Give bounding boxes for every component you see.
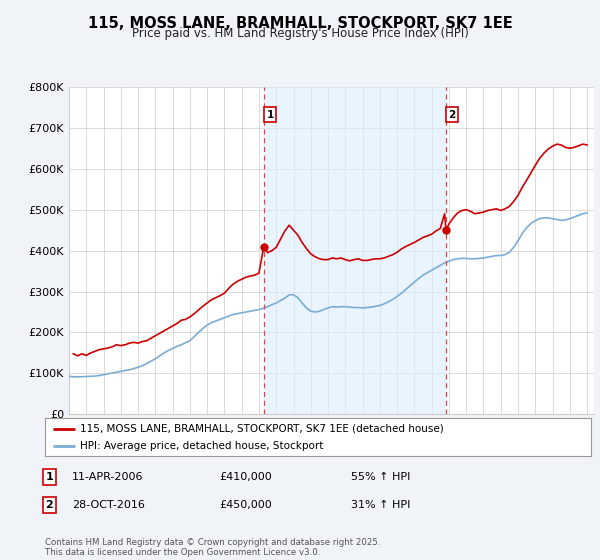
Text: 1: 1 — [266, 110, 274, 120]
Bar — [264, 87, 446, 414]
Text: 2: 2 — [449, 110, 456, 120]
Text: 115, MOSS LANE, BRAMHALL, STOCKPORT, SK7 1EE: 115, MOSS LANE, BRAMHALL, STOCKPORT, SK7… — [88, 16, 512, 31]
Text: 31% ↑ HPI: 31% ↑ HPI — [351, 500, 410, 510]
Text: 55% ↑ HPI: 55% ↑ HPI — [351, 472, 410, 482]
Text: £450,000: £450,000 — [219, 500, 272, 510]
Text: 1: 1 — [46, 472, 53, 482]
Text: £410,000: £410,000 — [219, 472, 272, 482]
Text: HPI: Average price, detached house, Stockport: HPI: Average price, detached house, Stoc… — [80, 441, 324, 451]
Text: Price paid vs. HM Land Registry's House Price Index (HPI): Price paid vs. HM Land Registry's House … — [131, 27, 469, 40]
Text: 28-OCT-2016: 28-OCT-2016 — [72, 500, 145, 510]
Text: 115, MOSS LANE, BRAMHALL, STOCKPORT, SK7 1EE (detached house): 115, MOSS LANE, BRAMHALL, STOCKPORT, SK7… — [80, 423, 444, 433]
Text: 2: 2 — [46, 500, 53, 510]
Text: 11-APR-2006: 11-APR-2006 — [72, 472, 143, 482]
Text: Contains HM Land Registry data © Crown copyright and database right 2025.
This d: Contains HM Land Registry data © Crown c… — [45, 538, 380, 557]
